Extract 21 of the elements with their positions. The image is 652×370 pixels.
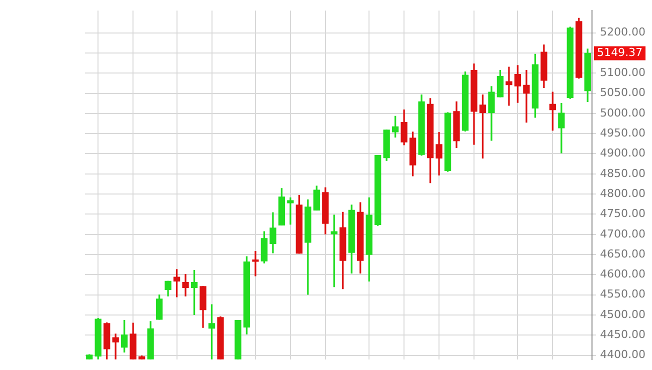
y-tick-label: 4950.00 — [600, 126, 646, 140]
y-tick-label: 4750.00 — [600, 207, 646, 220]
y-tick-label: 4900.00 — [600, 146, 646, 160]
candlestick — [506, 66, 512, 106]
y-tick-label: 4500.00 — [600, 308, 646, 321]
y-tick-label: 4550.00 — [600, 288, 646, 301]
y-tick-label: 4700.00 — [600, 227, 646, 240]
y-tick-label: 4450.00 — [600, 328, 646, 342]
y-tick-label: 4650.00 — [600, 247, 646, 260]
candlestick — [252, 251, 259, 276]
y-tick-label: 5000.00 — [600, 106, 646, 120]
y-tick-label: 4850.00 — [600, 166, 646, 180]
text: 5149.37 — [597, 46, 642, 60]
y-tick-label: 4400.00 — [600, 348, 646, 362]
y-tick-label: 5050.00 — [600, 86, 646, 100]
y-tick-label: 5200.00 — [600, 26, 646, 39]
y-tick-label: 4600.00 — [600, 268, 646, 281]
y-tick-label: 4800.00 — [600, 186, 646, 200]
y-tick-label: 5100.00 — [600, 66, 646, 79]
candlestick — [287, 197, 294, 225]
candlestick — [523, 70, 530, 123]
